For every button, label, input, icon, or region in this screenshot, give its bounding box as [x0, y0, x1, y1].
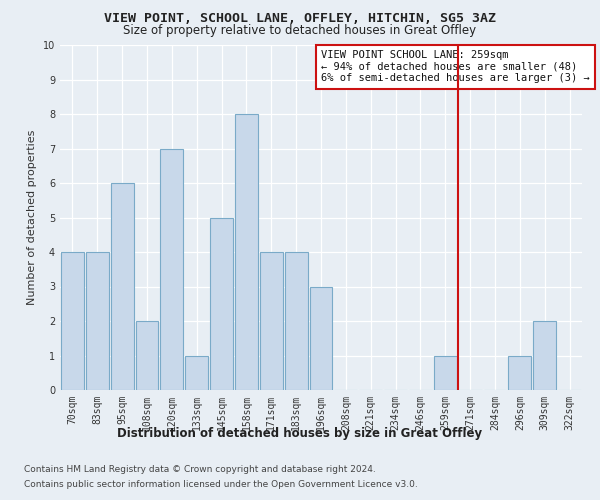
Bar	[86, 252, 109, 390]
Bar	[508, 356, 531, 390]
Text: VIEW POINT, SCHOOL LANE, OFFLEY, HITCHIN, SG5 3AZ: VIEW POINT, SCHOOL LANE, OFFLEY, HITCHIN…	[104, 12, 496, 26]
Bar	[533, 321, 556, 390]
Text: Contains public sector information licensed under the Open Government Licence v3: Contains public sector information licen…	[24, 480, 418, 489]
Bar	[260, 252, 283, 390]
Y-axis label: Number of detached properties: Number of detached properties	[28, 130, 37, 305]
Bar	[210, 218, 233, 390]
Bar	[111, 183, 134, 390]
Text: Contains HM Land Registry data © Crown copyright and database right 2024.: Contains HM Land Registry data © Crown c…	[24, 465, 376, 474]
Text: Distribution of detached houses by size in Great Offley: Distribution of detached houses by size …	[118, 428, 482, 440]
Bar	[160, 148, 183, 390]
Text: Size of property relative to detached houses in Great Offley: Size of property relative to detached ho…	[124, 24, 476, 37]
Bar	[185, 356, 208, 390]
Bar	[285, 252, 308, 390]
Bar	[310, 286, 332, 390]
Bar	[434, 356, 457, 390]
Text: VIEW POINT SCHOOL LANE: 259sqm
← 94% of detached houses are smaller (48)
6% of s: VIEW POINT SCHOOL LANE: 259sqm ← 94% of …	[321, 50, 590, 84]
Bar	[235, 114, 258, 390]
Bar	[61, 252, 84, 390]
Bar	[136, 321, 158, 390]
